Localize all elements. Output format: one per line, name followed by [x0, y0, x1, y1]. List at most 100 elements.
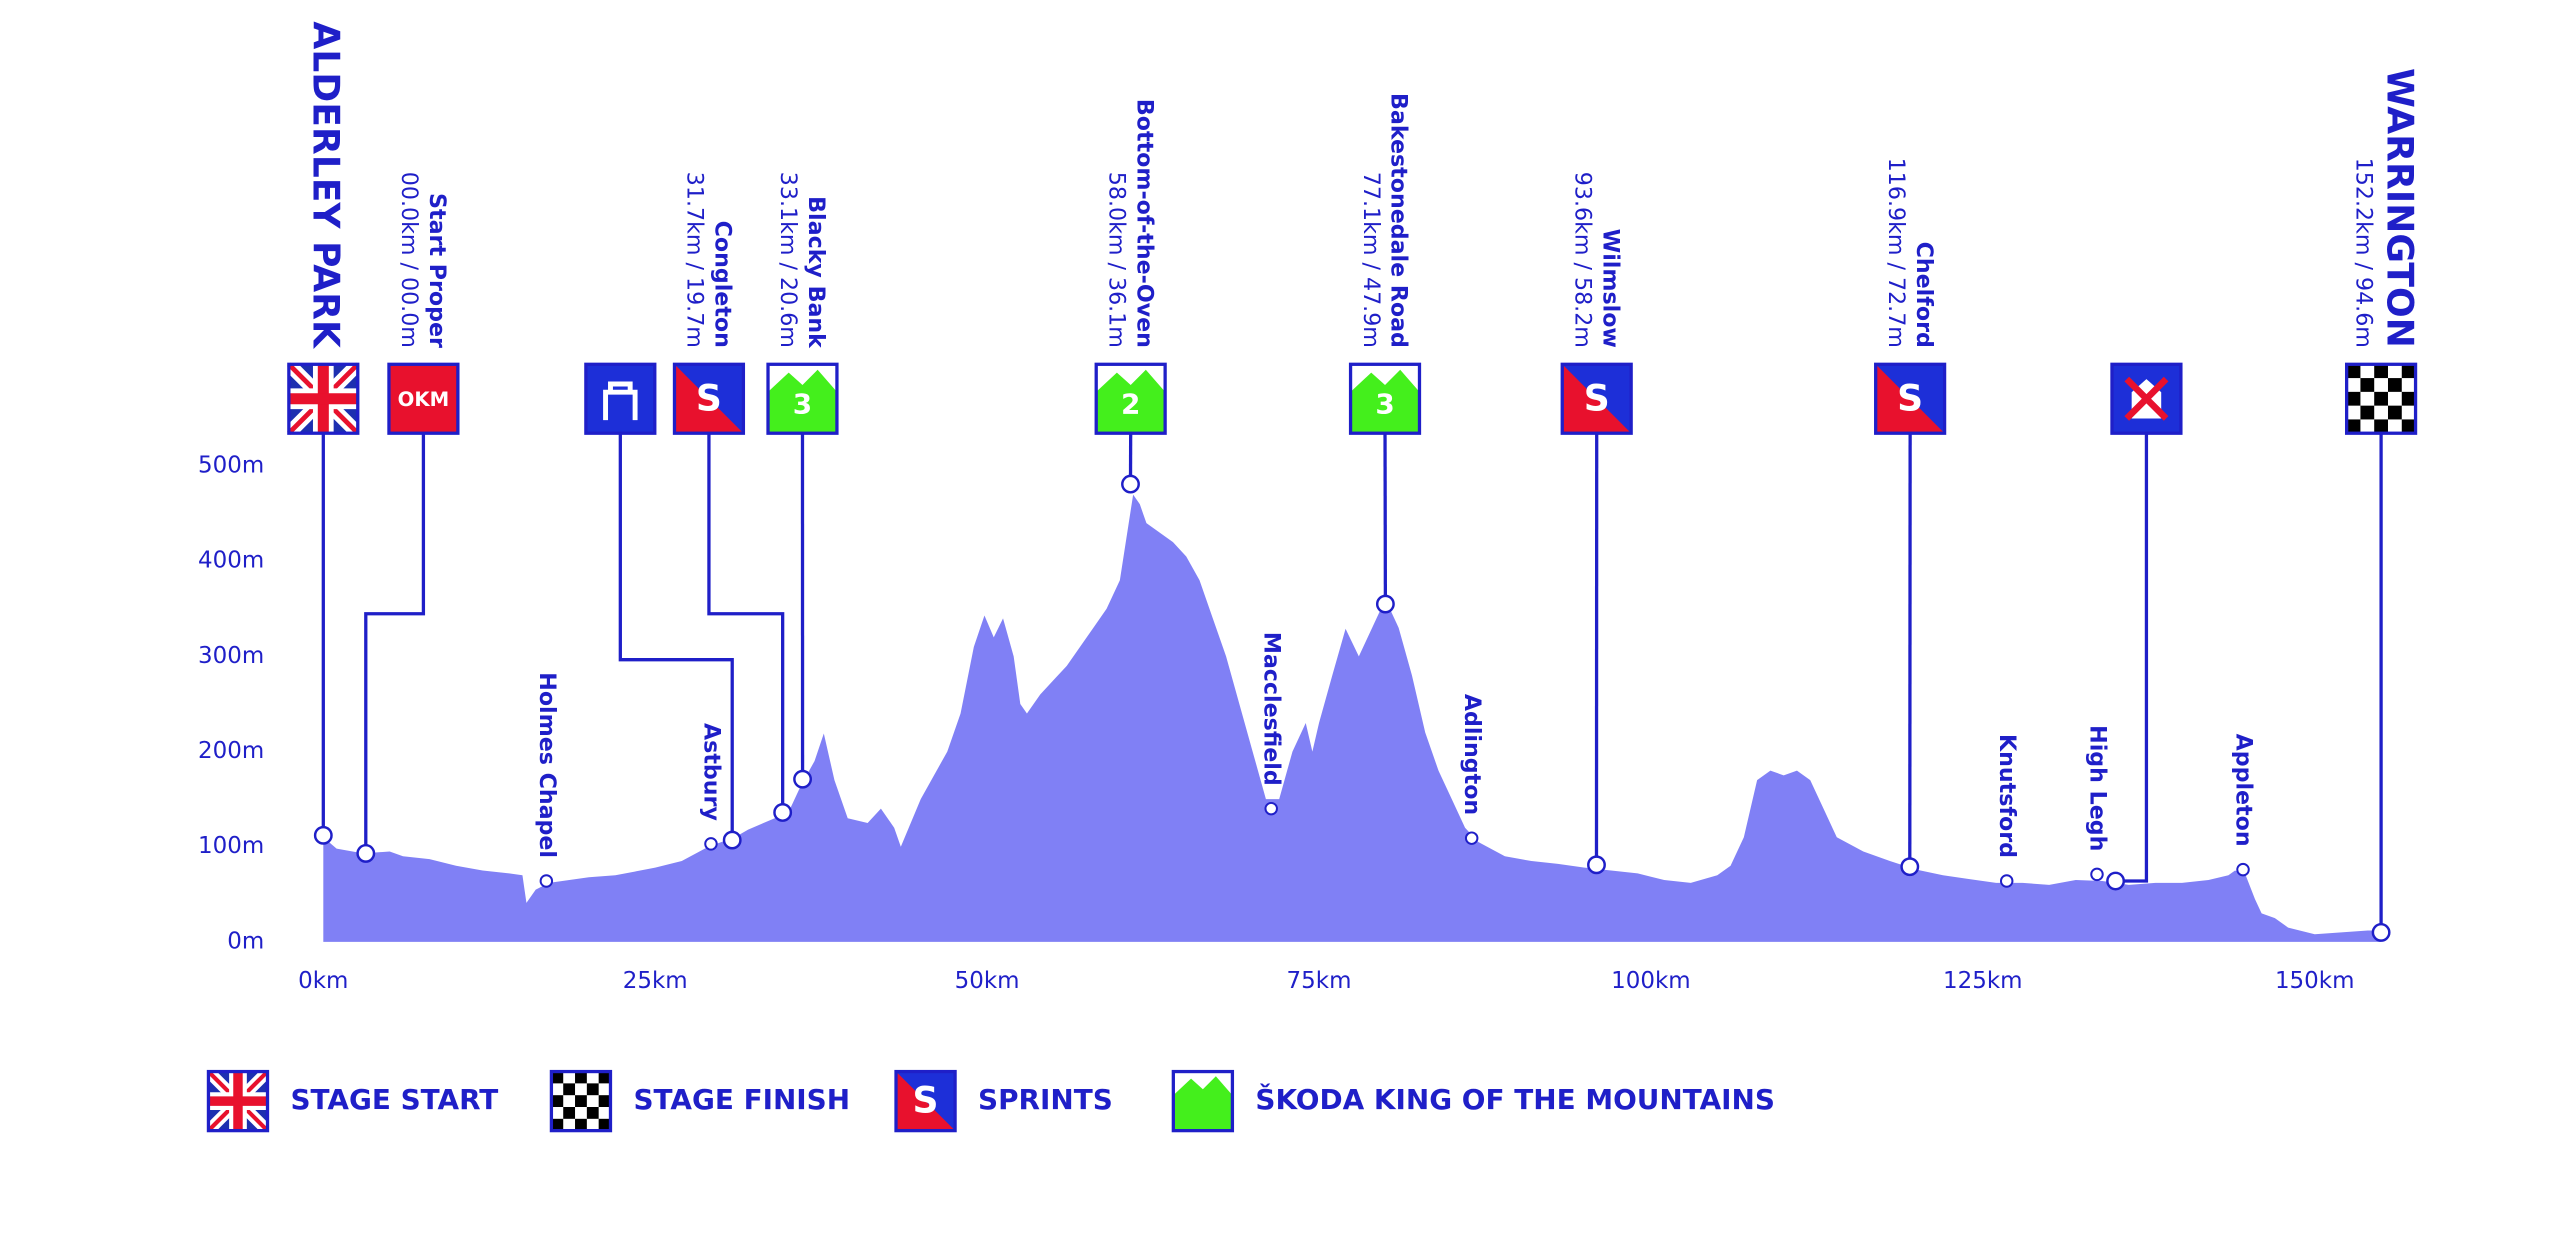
feed-bag	[603, 381, 638, 421]
town-point	[539, 874, 554, 888]
icon-border	[766, 362, 839, 435]
checker	[575, 1095, 587, 1108]
icon-border	[584, 362, 657, 435]
icon-sprint: S	[1560, 362, 1633, 435]
icon-border	[672, 362, 746, 435]
marker-name: Wilmslow	[1597, 229, 1623, 348]
checker	[2374, 364, 2388, 379]
marker-detail: 77.1km / 47.9m	[1358, 172, 1384, 348]
town-label: Adlington	[1459, 694, 1485, 815]
icon-badge: 2	[1121, 387, 1140, 420]
town-point	[1999, 874, 2014, 888]
icon-border	[2344, 362, 2418, 435]
mountain	[768, 364, 837, 392]
town-point	[2236, 862, 2250, 877]
checker	[2401, 364, 2416, 379]
checker	[586, 1107, 599, 1119]
checker	[598, 1095, 611, 1108]
icon-badge: 3	[1375, 387, 1394, 420]
checker	[563, 1107, 576, 1119]
marker-point	[313, 825, 333, 845]
x-tick-label: 125km	[1943, 968, 2023, 994]
checker	[586, 1083, 599, 1096]
mountain	[1173, 1071, 1233, 1096]
y-tick-label: 500m	[198, 453, 264, 479]
icon-kom: 3	[766, 362, 839, 435]
icon-flag	[204, 1067, 272, 1135]
icon-okm: OKM	[387, 362, 460, 435]
checker	[2346, 364, 2361, 379]
marker-detail: 00.0km / 00.0m	[396, 172, 422, 348]
icon-badge: S	[1584, 376, 1610, 419]
icon-border	[387, 362, 460, 435]
marker-point	[793, 769, 813, 789]
leader-line	[2115, 433, 2149, 883]
x-tick-label: 75km	[1287, 968, 1352, 994]
leader-line	[364, 433, 426, 854]
checker	[2346, 391, 2361, 406]
x-tick-label: 100km	[1611, 968, 1691, 994]
stage-town: WARRINGTON	[2379, 68, 2422, 348]
mountain	[1350, 364, 1420, 392]
mountain	[1096, 364, 1166, 392]
marker-name: Blacky Bank	[803, 196, 829, 349]
town-point	[1464, 831, 1479, 845]
icon-kom: 3	[1348, 362, 1422, 435]
icon-border	[1094, 362, 1167, 435]
icon-badge: S	[1897, 376, 1923, 419]
icon-border	[206, 1069, 270, 1133]
checker	[563, 1083, 576, 1096]
checker	[2401, 419, 2416, 434]
sprint-red	[1875, 364, 1945, 434]
icon-feed	[584, 362, 657, 435]
cross	[2124, 376, 2169, 421]
checker	[575, 1071, 587, 1084]
x-tick-label: 150km	[2275, 968, 2355, 994]
town-label: Macclesfield	[1259, 632, 1285, 786]
checker	[551, 1095, 564, 1108]
icon-border	[1874, 362, 1947, 435]
checker	[575, 1118, 587, 1131]
marker-detail: 31.7km / 19.7m	[682, 172, 708, 348]
icon-border	[549, 1069, 613, 1133]
icon-kom: 2	[1094, 362, 1167, 435]
marker-name: Start Proper	[424, 193, 450, 348]
marker-point	[2371, 922, 2391, 942]
checker	[2401, 391, 2416, 406]
marker-point	[1900, 857, 1920, 877]
marker-point	[722, 830, 742, 850]
icon-sprint: S	[894, 1069, 957, 1133]
y-tick-label: 300m	[198, 643, 264, 669]
icon-sprint: S	[1874, 362, 1947, 435]
icon-badge: S	[913, 1079, 939, 1122]
icon-bg	[388, 364, 458, 434]
marker-name: Bakestonedale Road	[1386, 93, 1412, 348]
x-tick-label: 0km	[298, 968, 348, 994]
checker	[551, 1071, 564, 1084]
marker-detail: 152.2km / 94.6m	[2351, 158, 2377, 348]
marker-name: Bottom-of-the-Oven	[1131, 99, 1157, 348]
town-label: Knutsford	[1994, 734, 2020, 858]
icon-border	[2110, 362, 2183, 435]
icon-sprint-cancelled	[2110, 362, 2183, 435]
legend-label: SPRINTS	[978, 1083, 1113, 1116]
town-label: Holmes Chapel	[534, 672, 560, 858]
checker	[2374, 419, 2388, 434]
y-tick-label: 0m	[227, 928, 264, 954]
marker-detail: 58.0km / 36.1m	[1103, 172, 1129, 348]
y-tick-label: 100m	[198, 833, 264, 859]
checker	[2374, 391, 2388, 406]
checker	[2387, 378, 2402, 392]
icon-kom	[1171, 1069, 1235, 1133]
checker	[2346, 419, 2361, 434]
leader-line	[707, 433, 785, 813]
checker	[2360, 405, 2375, 420]
elevation-area	[323, 494, 2382, 942]
marker-name: Congleton	[710, 221, 736, 348]
town-label: Astbury	[698, 723, 724, 821]
legend-label: STAGE START	[290, 1083, 498, 1116]
marker-point	[1375, 594, 1395, 614]
stage-town: ALDERLEY PARK	[304, 21, 347, 350]
